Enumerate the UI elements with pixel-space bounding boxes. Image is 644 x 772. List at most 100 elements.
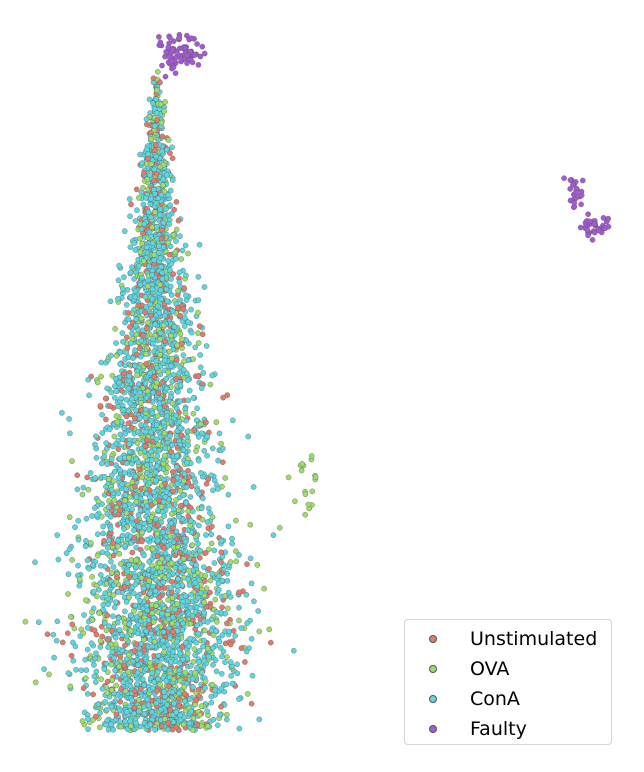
scatter-point-cona <box>208 699 215 706</box>
scatter-point-unstimulated <box>197 555 203 561</box>
scatter-point-cona <box>133 322 139 329</box>
scatter-point-faulty <box>602 225 609 231</box>
scatter-point-cona <box>188 708 194 715</box>
scatter-point-cona <box>144 536 150 543</box>
scatter-point-ova <box>209 681 216 688</box>
scatter-point-cona <box>189 612 196 619</box>
scatter-point-cona <box>212 687 218 694</box>
scatter-point-cona <box>223 681 230 688</box>
scatter-point-cona <box>215 457 221 464</box>
scatter-point-cona <box>182 323 188 329</box>
legend-marker-unstimulated <box>429 635 437 643</box>
scatter-point-cona <box>127 400 133 407</box>
scatter-point-ova <box>180 721 187 728</box>
scatter-point-cona <box>119 330 126 336</box>
scatter-point-ova <box>189 727 196 733</box>
scatter-point-cona <box>183 499 189 506</box>
scatter-point-ova <box>134 372 140 378</box>
scatter-point-cona <box>169 442 175 448</box>
scatter-point-cona <box>106 623 112 629</box>
scatter-point-ova <box>158 119 165 126</box>
scatter-point-cona <box>133 720 139 726</box>
scatter-point-ova <box>141 614 148 621</box>
scatter-point-cona <box>210 445 216 452</box>
scatter-point-cona <box>123 656 130 662</box>
scatter-point-ova <box>302 491 309 498</box>
scatter-point-cona <box>92 655 98 662</box>
scatter-point-unstimulated <box>142 309 148 316</box>
scatter-point-cona <box>143 116 150 123</box>
scatter-point-cona <box>75 518 81 524</box>
scatter-point-cona <box>200 370 207 376</box>
scatter-point-cona <box>72 524 78 530</box>
scatter-point-cona <box>291 647 297 654</box>
scatter-point-ova <box>202 627 208 634</box>
scatter-point-cona <box>109 649 115 655</box>
scatter-point-unstimulated <box>101 538 107 544</box>
scatter-point-cona <box>154 463 160 469</box>
scatter-point-cona <box>166 502 173 509</box>
scatter-point-cona <box>142 415 149 421</box>
scatter-point-ova <box>202 678 209 685</box>
scatter-point-cona <box>131 276 137 282</box>
scatter-point-cona <box>168 292 175 298</box>
scatter-point-cona <box>129 515 135 522</box>
scatter-point-unstimulated <box>173 376 180 382</box>
scatter-point-ova <box>236 617 242 624</box>
scatter-point-cona <box>166 572 172 579</box>
scatter-point-cona <box>139 275 145 281</box>
scatter-point-faulty <box>171 38 177 44</box>
scatter-point-cona <box>250 484 257 490</box>
scatter-point-cona <box>155 250 162 256</box>
scatter-point-cona <box>169 378 175 385</box>
scatter-point-ova <box>178 256 184 262</box>
scatter-point-ova <box>94 593 100 600</box>
scatter-point-ova <box>160 182 166 188</box>
scatter-point-ova <box>114 543 121 550</box>
scatter-point-ova <box>165 597 171 603</box>
scatter-point-cona <box>111 468 118 475</box>
scatter-point-unstimulated <box>104 612 111 619</box>
scatter-point-cona <box>116 379 122 386</box>
scatter-point-unstimulated <box>238 645 245 651</box>
scatter-point-ova <box>128 557 134 563</box>
scatter-point-ova <box>162 99 168 105</box>
scatter-point-cona <box>187 696 193 703</box>
scatter-point-unstimulated <box>156 594 162 601</box>
scatter-point-ova <box>292 498 298 505</box>
scatter-point-cona <box>115 475 122 481</box>
scatter-point-cona <box>145 151 151 157</box>
scatter-point-cona <box>148 675 154 681</box>
scatter-point-cona <box>122 608 128 615</box>
scatter-point-cona <box>219 632 226 638</box>
scatter-point-cona <box>155 507 161 513</box>
scatter-point-cona <box>215 486 221 492</box>
scatter-point-cona <box>211 477 218 484</box>
scatter-point-cona <box>85 716 91 722</box>
scatter-point-faulty <box>605 215 611 222</box>
scatter-point-cona <box>205 505 212 512</box>
scatter-point-cona <box>170 371 177 378</box>
scatter-point-cona <box>141 520 148 527</box>
scatter-point-cona <box>195 541 201 547</box>
scatter-point-cona <box>111 655 117 661</box>
scatter-point-ova <box>233 517 239 524</box>
scatter-point-cona <box>142 380 149 387</box>
scatter-point-cona <box>103 440 109 446</box>
scatter-point-unstimulated <box>91 627 98 634</box>
scatter-point-unstimulated <box>173 199 180 205</box>
scatter-point-ova <box>266 626 273 633</box>
scatter-point-unstimulated <box>170 488 176 494</box>
scatter-point-ova <box>218 440 224 447</box>
scatter-point-unstimulated <box>153 171 160 177</box>
scatter-point-cona <box>135 622 141 628</box>
scatter-point-ova <box>148 161 155 167</box>
scatter-point-faulty <box>189 59 196 66</box>
scatter-point-cona <box>217 711 223 718</box>
scatter-point-ova <box>95 498 102 505</box>
scatter-point-ova <box>76 576 83 583</box>
scatter-point-ova <box>22 618 29 625</box>
scatter-point-cona <box>162 693 168 700</box>
scatter-point-ova <box>110 478 117 484</box>
scatter-point-cona <box>147 172 153 178</box>
